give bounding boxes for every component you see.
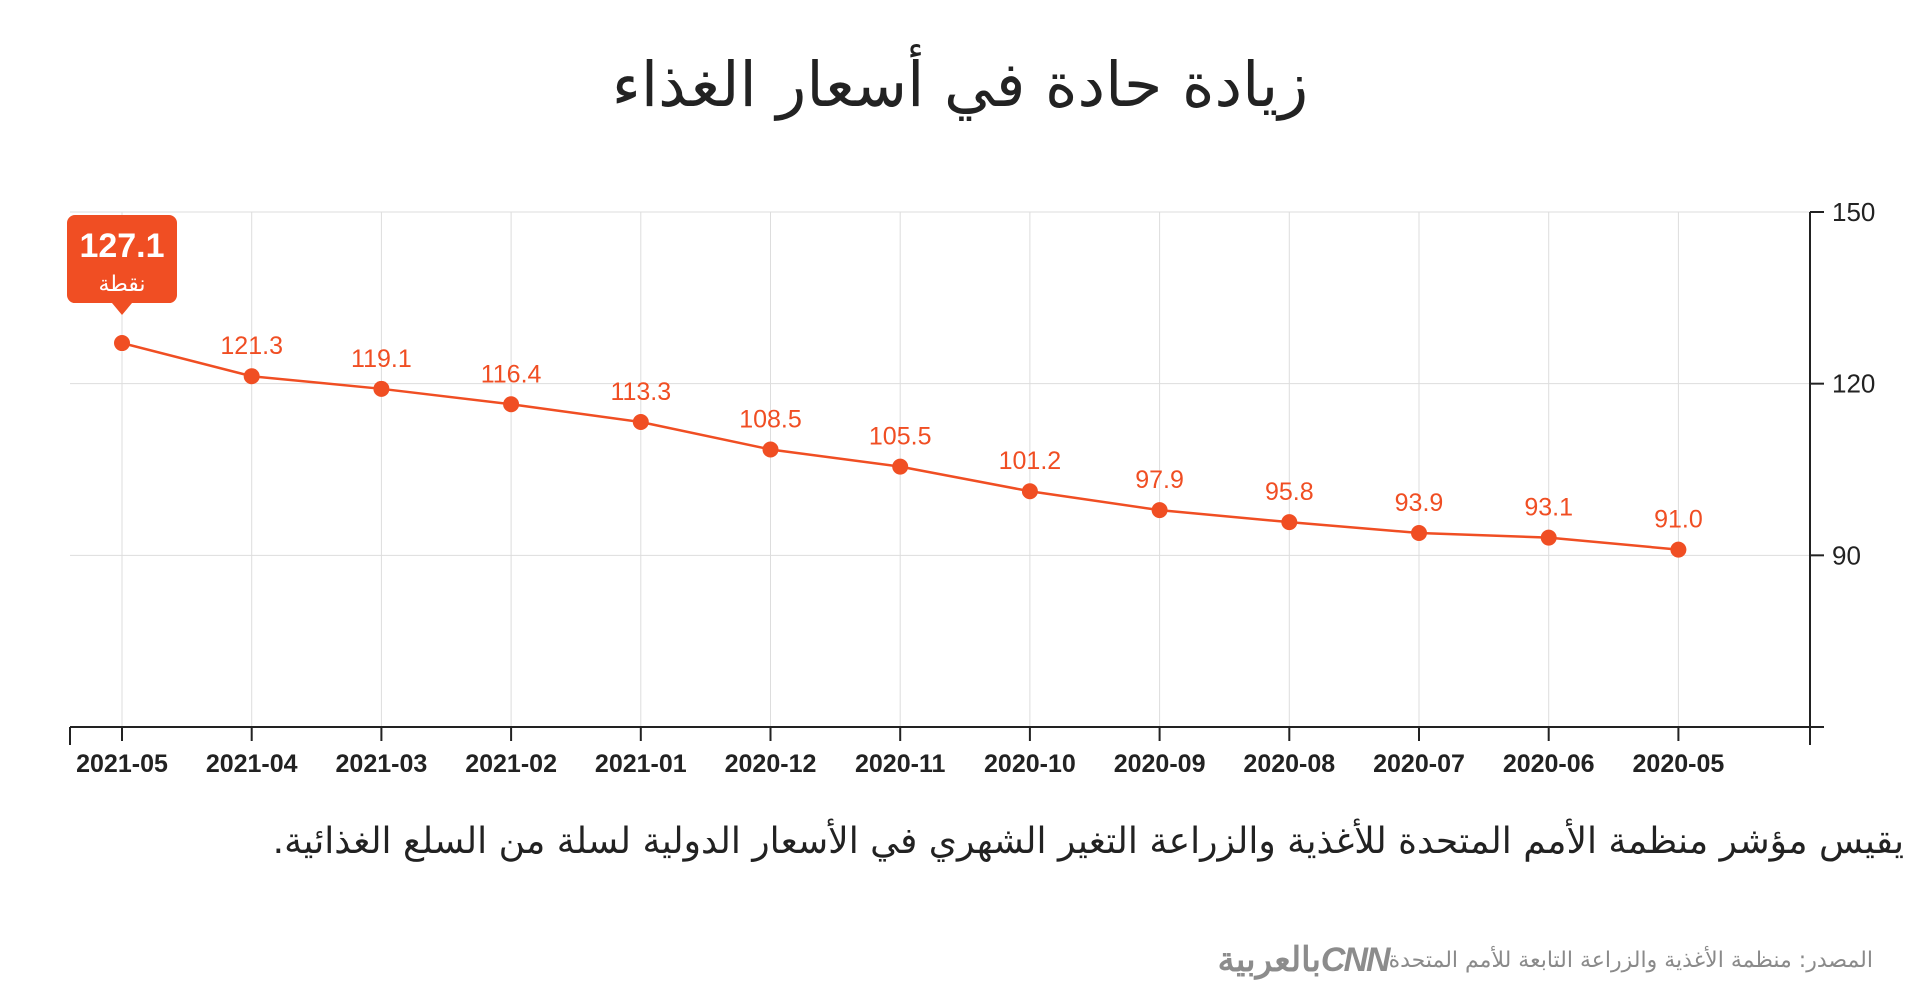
x-tick-label: 2020-12 xyxy=(725,750,817,778)
data-label: 116.4 xyxy=(481,360,542,388)
x-tick-label: 2020-05 xyxy=(1633,750,1725,778)
data-label: 113.3 xyxy=(610,378,671,406)
data-point xyxy=(503,396,520,413)
data-point xyxy=(373,380,390,397)
data-point xyxy=(114,335,130,352)
footer: بالعربية CNN المصدر: منظمة الأغذية والزر… xyxy=(1218,935,1895,985)
grid-lines xyxy=(70,211,1810,727)
x-tick-label: 2021-01 xyxy=(595,750,687,778)
data-label: 93.9 xyxy=(1395,489,1444,517)
x-tick-label: 2021-02 xyxy=(465,750,557,778)
x-tick-label: 2020-10 xyxy=(984,750,1076,778)
x-tick-label: 2020-06 xyxy=(1503,750,1595,778)
data-label: 105.5 xyxy=(869,423,932,451)
source-note: المصدر: منظمة الأغذية والزراعة التابعة ل… xyxy=(1388,947,1873,973)
data-point xyxy=(762,441,779,458)
data-label: 101.2 xyxy=(999,447,1062,475)
logo-arabic-text: بالعربية xyxy=(1217,941,1321,979)
y-tick-label: 90 xyxy=(1832,540,1861,570)
data-label: 91.0 xyxy=(1654,506,1703,534)
chart-caption: يقيس مؤشر منظمة الأمم المتحدة للأغذية وا… xyxy=(272,821,1904,862)
x-tick-label: 2020-11 xyxy=(855,750,945,778)
data-label: 121.3 xyxy=(220,332,283,360)
data-point xyxy=(1021,483,1038,500)
data-point xyxy=(892,458,909,475)
x-tick-label: 2020-09 xyxy=(1114,750,1206,778)
data-label: 119.1 xyxy=(351,345,412,373)
x-tick-label: 2020-08 xyxy=(1243,750,1335,778)
callout-unit: نقطة xyxy=(98,272,145,297)
data-labels: 121.3 119.1 116.4 113.3 108.5 105.5 101.2 97.9 9… xyxy=(220,332,1702,533)
axes: 90 120 150 2021-05 2021-04 2021-03 2021-02 2021… xyxy=(69,197,1875,778)
data-series xyxy=(114,335,1687,558)
line-chart: 90 120 150 2021-05 2021-04 2021-03 2021-02 2021… xyxy=(67,197,1875,778)
callout-pointer xyxy=(112,303,132,316)
x-tick-label: 2020-07 xyxy=(1373,750,1465,778)
data-point xyxy=(1411,525,1427,542)
data-point xyxy=(243,368,260,385)
data-label: 93.1 xyxy=(1524,494,1573,522)
data-label: 108.5 xyxy=(739,405,802,433)
cnn-arabic-logo: بالعربية CNN xyxy=(1218,940,1391,980)
y-tick-label: 120 xyxy=(1832,369,1875,399)
x-tick-label: 2021-04 xyxy=(206,750,298,778)
y-tick-label: 150 xyxy=(1832,197,1875,227)
x-tick-label: 2021-05 xyxy=(76,750,168,778)
callout-value: 127.1 xyxy=(79,227,164,265)
callout-box xyxy=(67,215,177,304)
data-point xyxy=(1151,502,1168,519)
data-point xyxy=(1670,541,1687,558)
data-label: 95.8 xyxy=(1265,478,1314,506)
data-point xyxy=(1540,529,1557,546)
highlight-callout: 127.1 نقطة xyxy=(67,215,177,316)
x-tick-label: 2021-03 xyxy=(336,750,428,778)
data-point xyxy=(1281,514,1298,531)
data-point xyxy=(632,414,649,431)
logo-cnn-text: CNN xyxy=(1320,940,1391,979)
data-label: 97.9 xyxy=(1135,466,1184,494)
chart-title: زيادة حادة في أسعار الغذاء xyxy=(611,48,1309,121)
